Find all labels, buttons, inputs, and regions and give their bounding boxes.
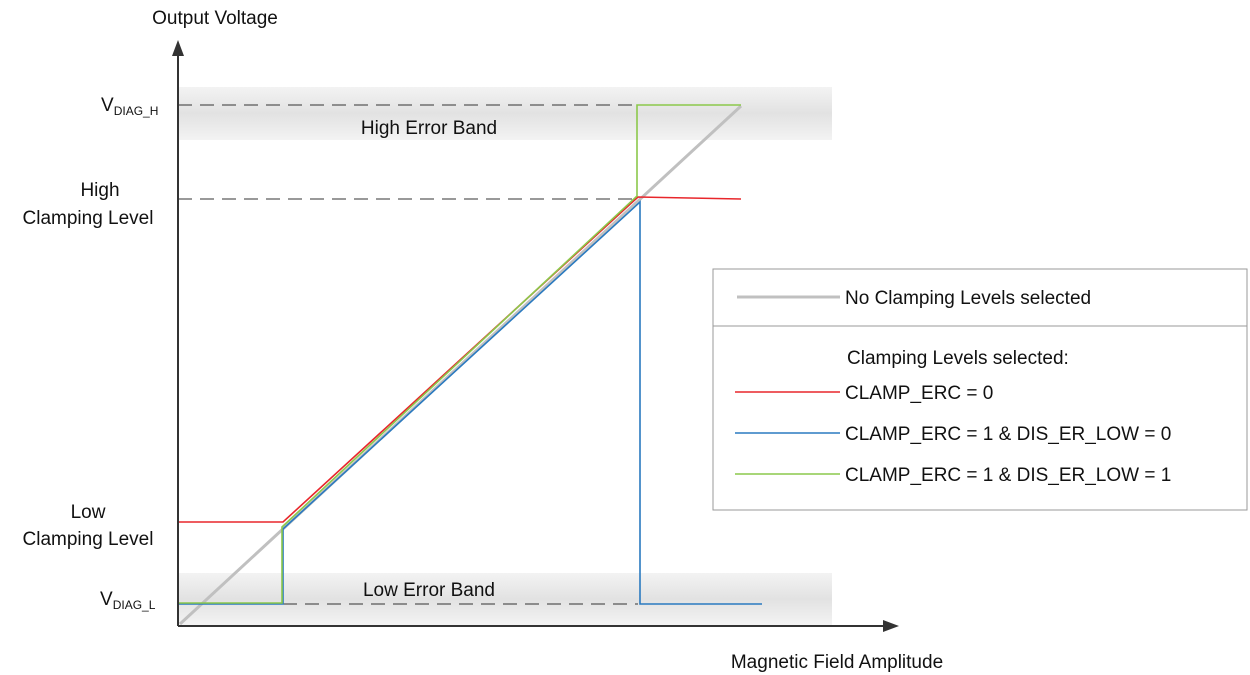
clamp-erc0-line xyxy=(178,196,742,523)
clamp-erc1-dis0-line xyxy=(178,200,762,605)
high-clamp-label-1: High xyxy=(80,180,119,201)
vdiag-h-label: VDIAG_H xyxy=(101,95,158,118)
no-clamp-line xyxy=(178,104,743,626)
high-clamp-label-2: Clamping Level xyxy=(23,208,154,229)
clamp-erc1-dis1-line xyxy=(178,104,741,604)
legend-clamp-erc1-dis0-label: CLAMP_ERC = 1 & DIS_ER_LOW = 0 xyxy=(845,424,1171,445)
y-axis-title: Output Voltage xyxy=(152,8,278,29)
high-error-band xyxy=(178,87,832,140)
x-axis-arrow xyxy=(883,620,899,632)
low-clamp-label-2: Clamping Level xyxy=(23,529,154,550)
legend-no-clamp-label: No Clamping Levels selected xyxy=(845,288,1091,309)
legend: No Clamping Levels selected Clamping Lev… xyxy=(712,268,1248,511)
low-clamp-label-1: Low xyxy=(71,502,106,523)
legend-clamp-erc0-label: CLAMP_ERC = 0 xyxy=(845,383,993,404)
legend-header: Clamping Levels selected: xyxy=(847,348,1069,369)
legend-box xyxy=(712,268,1248,511)
legend-clamp-erc1-dis1-label: CLAMP_ERC = 1 & DIS_ER_LOW = 1 xyxy=(845,465,1171,486)
high-error-band-label: High Error Band xyxy=(361,118,497,139)
low-error-band xyxy=(178,573,832,625)
x-axis-title: Magnetic Field Amplitude xyxy=(731,652,943,673)
y-axis-arrow xyxy=(172,40,184,56)
low-error-band-label: Low Error Band xyxy=(363,580,495,601)
vdiag-l-label: VDIAG_L xyxy=(100,589,156,612)
